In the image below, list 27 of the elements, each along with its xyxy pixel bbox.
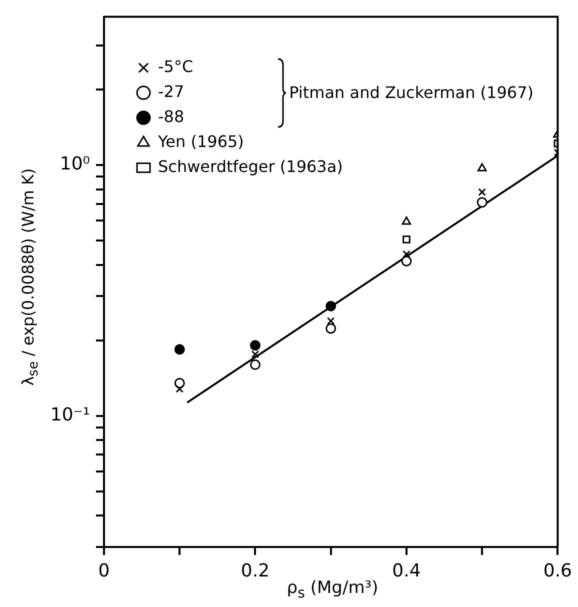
point <box>326 323 336 334</box>
point <box>478 188 486 196</box>
legend-label: -27 <box>158 82 184 101</box>
legend-label: -88 <box>158 106 184 126</box>
point <box>476 197 488 208</box>
point <box>326 300 336 312</box>
point <box>250 340 260 351</box>
y-tick-label: 10⁻¹ <box>50 404 90 426</box>
point <box>174 344 185 355</box>
x-tick-label: 0.4 <box>392 560 421 582</box>
y-tick-label: 10⁰ <box>60 154 90 175</box>
point <box>251 350 260 358</box>
x-axis-title: ρ$_{s}$ (Mg/m³) <box>286 578 378 602</box>
legend-label: -5°C <box>158 56 194 76</box>
x-tick-label: 0 <box>98 560 110 582</box>
x-tick-label: 0.6 <box>543 560 572 582</box>
x-tick-label: 0.2 <box>240 560 270 582</box>
annotation: Pitman and Zuckerman (1967) <box>289 82 534 104</box>
point <box>176 385 184 393</box>
point <box>402 216 412 225</box>
point <box>326 317 335 325</box>
point <box>401 256 412 266</box>
legend-label: Schwerdtfeger (1963a) <box>158 156 343 176</box>
legend-label: Yen (1965) <box>157 132 244 151</box>
point <box>402 250 410 258</box>
point <box>250 359 260 370</box>
point <box>477 163 487 172</box>
